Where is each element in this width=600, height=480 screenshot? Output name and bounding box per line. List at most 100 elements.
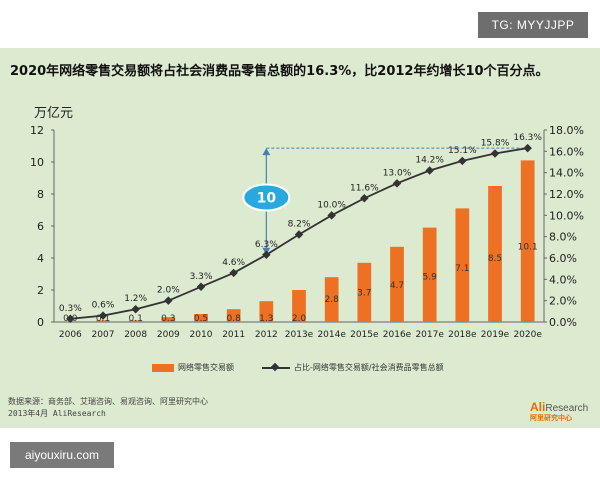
x-tick-label: 2018e <box>448 330 477 340</box>
x-tick-label: 2016e <box>383 330 412 340</box>
share-data-label: 15.1% <box>448 146 477 156</box>
y-axis-unit-label: 万亿元 <box>34 106 74 121</box>
bar-data-label: 1.3 <box>259 314 273 324</box>
share-point <box>458 156 467 166</box>
y-tick-label: 6 <box>37 220 44 233</box>
bar-data-label: 2.0 <box>292 314 307 324</box>
x-tick-label: 2009 <box>157 330 180 340</box>
bar-data-label: 7.1 <box>455 264 469 274</box>
x-tick-label: 2008 <box>124 330 147 340</box>
share-point <box>327 211 336 220</box>
x-tick-label: 2017e <box>415 330 444 340</box>
share-data-label: 6.3% <box>255 240 278 250</box>
bar <box>455 208 470 322</box>
x-tick-label: 2014e <box>317 330 346 340</box>
bar <box>324 277 339 322</box>
share-data-label: 10.0% <box>317 200 346 210</box>
share-point <box>360 194 369 203</box>
share-point <box>229 268 238 278</box>
y-tick-label: 4 <box>37 252 44 265</box>
bar <box>357 262 372 322</box>
share-point <box>66 314 75 324</box>
bar-data-label: 4.7 <box>390 281 404 291</box>
bar <box>194 314 208 322</box>
x-tick-label: 2019e <box>481 330 510 340</box>
y-tick-label: 12 <box>30 124 44 137</box>
callout-arrow-head-up <box>262 148 271 156</box>
share-point <box>425 166 434 175</box>
publish-date: 2013年4月 AliResearch <box>8 409 106 418</box>
x-tick-label: 2012 <box>255 330 278 340</box>
share-data-label: 16.3% <box>513 133 542 143</box>
bar-data-label: 3.7 <box>357 288 371 298</box>
bar <box>128 320 143 322</box>
share-data-label: 3.3% <box>190 272 213 282</box>
bar-data-label: 5.9 <box>423 273 438 283</box>
share-point <box>196 282 206 292</box>
y2-tick-label: 4.0% <box>549 273 577 286</box>
share-point <box>392 179 402 188</box>
bar-data-label: 8.5 <box>488 254 502 264</box>
y2-tick-label: 18.0% <box>549 124 584 137</box>
x-tick-label: 2010 <box>190 330 213 340</box>
y2-tick-label: 16.0% <box>549 145 584 158</box>
share-data-label: 14.2% <box>415 156 444 166</box>
y2-tick-label: 8.0% <box>549 231 577 244</box>
legend-bar-swatch <box>152 363 174 372</box>
bar-data-label: 0.8 <box>227 314 242 324</box>
callout-oval <box>242 183 291 212</box>
share-data-label: 11.6% <box>350 183 379 193</box>
bar-data-label: 0.0 <box>63 314 78 324</box>
y2-tick-label: 14.0% <box>549 167 584 180</box>
share-data-label: 15.8% <box>481 138 510 148</box>
bar-data-label: 0.1 <box>96 314 110 324</box>
legend-item-line: 占比-网络零售交易额/社会消费品零售总额 <box>262 362 444 373</box>
y2-tick-label: 6.0% <box>549 252 577 265</box>
bar-data-label: 0.5 <box>194 314 208 324</box>
bar <box>520 160 535 322</box>
x-tick-label: 2013e <box>285 330 314 340</box>
callout-label: 10 <box>257 190 277 206</box>
share-data-label: 0.6% <box>92 301 115 311</box>
y2-tick-label: 10.0% <box>549 209 584 222</box>
legend-line-swatch <box>262 366 290 369</box>
share-point <box>164 296 173 305</box>
bar <box>488 186 502 322</box>
bar-data-label: 2.8 <box>325 295 340 305</box>
aliresearch-logo: AliResearch 阿里研究中心 <box>530 400 589 422</box>
share-data-label: 4.6% <box>222 258 245 268</box>
headline: 2020年网络零售交易额将占社会消费品零售总额的16.3%，比2012年约增长1… <box>10 64 549 79</box>
legend-item-bars: 网络零售交易额 <box>152 362 234 373</box>
y-tick-label: 8 <box>37 188 44 201</box>
bar <box>390 246 404 322</box>
bar <box>292 290 306 322</box>
y-tick-label: 0 <box>37 316 44 329</box>
share-data-label: 2.0% <box>157 286 180 296</box>
bar <box>226 309 241 322</box>
share-data-label: 0.3% <box>59 304 82 314</box>
x-tick-label: 2020e <box>513 330 542 340</box>
y2-tick-label: 2.0% <box>549 295 577 308</box>
share-data-label: 8.2% <box>288 220 311 230</box>
bottom-watermark: aiyouxiru.com <box>10 442 114 468</box>
share-point <box>98 311 108 320</box>
bar-data-label: 0.1 <box>129 314 143 324</box>
bar <box>259 301 274 322</box>
x-tick-label: 2011 <box>222 330 245 340</box>
bar-data-label: 0.3 <box>161 314 175 324</box>
share-point <box>523 143 532 153</box>
share-point <box>294 230 304 239</box>
y2-tick-label: 0.0% <box>549 316 577 329</box>
x-tick-label: 2015e <box>350 330 379 340</box>
y2-tick-label: 12.0% <box>549 188 584 201</box>
legend-label-line: 占比-网络零售交易额/社会消费品零售总额 <box>294 363 444 372</box>
top-watermark: TG: MYYJJPP <box>478 12 588 38</box>
y-tick-label: 2 <box>37 284 44 297</box>
data-source: 数据来源：商务部、艾瑞咨询、易观咨询、阿里研究中心 <box>8 397 208 406</box>
share-point <box>262 250 271 260</box>
bar <box>96 320 110 322</box>
share-data-label: 1.2% <box>124 294 147 304</box>
share-point <box>131 304 140 314</box>
share-data-label: 13.0% <box>383 168 412 178</box>
